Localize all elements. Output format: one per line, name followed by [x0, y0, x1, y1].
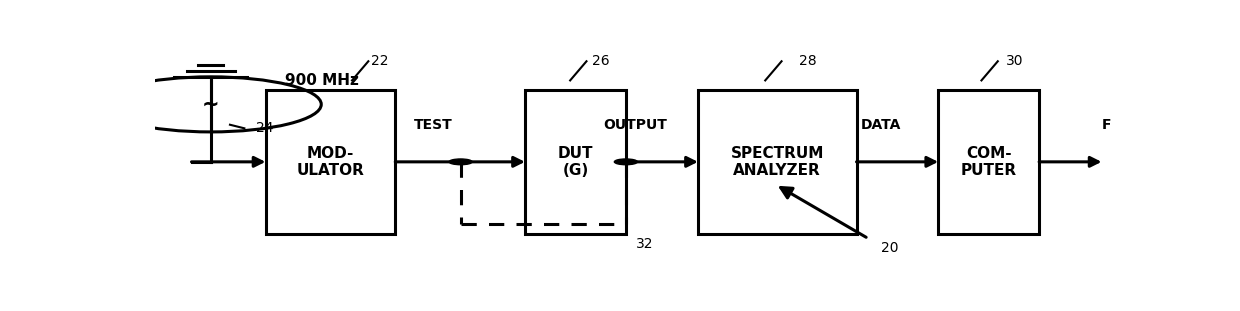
Circle shape	[449, 159, 472, 165]
Text: 24: 24	[255, 121, 273, 135]
Text: TEST: TEST	[414, 118, 453, 132]
Text: DATA: DATA	[861, 118, 900, 132]
Text: 20: 20	[880, 241, 898, 255]
Circle shape	[614, 159, 637, 165]
Bar	[525, 90, 626, 234]
Text: 22: 22	[371, 54, 388, 68]
Bar	[698, 90, 857, 234]
Text: 32: 32	[635, 238, 653, 252]
Text: COM-
PUTER: COM- PUTER	[961, 146, 1017, 178]
Text: 28: 28	[799, 54, 816, 68]
Bar	[265, 90, 396, 234]
Text: 900 MHz: 900 MHz	[285, 73, 358, 88]
Text: F: F	[1101, 118, 1111, 132]
Bar	[939, 90, 1039, 234]
Text: MOD-
ULATOR: MOD- ULATOR	[296, 146, 365, 178]
Text: OUTPUT: OUTPUT	[604, 118, 667, 132]
Text: DUT
(G): DUT (G)	[558, 146, 593, 178]
Text: 26: 26	[593, 54, 610, 68]
Text: SPECTRUM
ANALYZER: SPECTRUM ANALYZER	[730, 146, 823, 178]
Text: 30: 30	[1006, 54, 1023, 68]
Text: ~: ~	[202, 94, 219, 114]
